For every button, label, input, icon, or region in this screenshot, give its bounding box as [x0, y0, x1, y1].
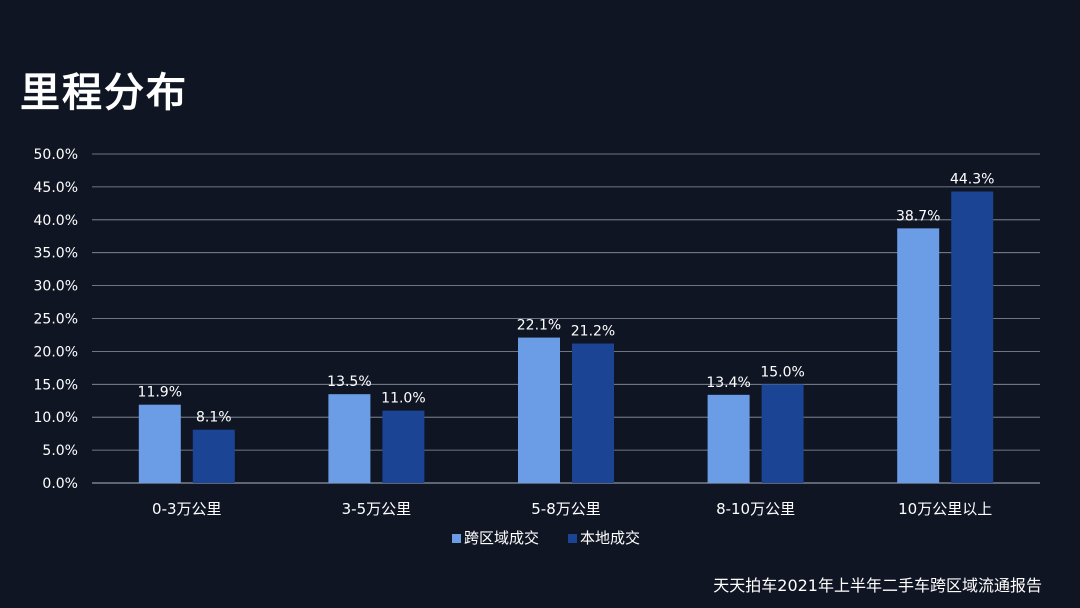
y-tick-label: 15.0%	[34, 377, 78, 393]
x-category-label: 3-5万公里	[342, 500, 412, 518]
bar	[138, 404, 181, 483]
bars	[138, 191, 994, 484]
legend-label: 本地成交	[580, 529, 640, 547]
source-note: 天天拍车2021年上半年二手车跨区域流通报告	[713, 576, 1042, 595]
y-tick-label: 0.0%	[42, 476, 78, 492]
bar	[707, 394, 750, 483]
bar	[382, 410, 425, 483]
bar	[518, 337, 560, 483]
y-tick-label: 10.0%	[34, 410, 78, 426]
page-title: 里程分布	[20, 70, 188, 116]
data-label: 21.2%	[571, 324, 615, 340]
data-label: 15.0%	[760, 364, 804, 380]
bar	[328, 394, 371, 483]
data-label: 13.4%	[706, 375, 750, 391]
y-tick-label: 20.0%	[34, 344, 78, 360]
x-category-label: 10万公里以上	[898, 500, 992, 518]
bar	[761, 384, 804, 483]
x-axis-categories: 0-3万公里 3-5万公里 5-8万公里 8-10万公里 10万公里以上	[152, 500, 992, 518]
y-tick-label: 25.0%	[34, 312, 78, 328]
legend-swatch	[452, 534, 461, 543]
y-axis-ticks: 0.0% 5.0% 10.0% 15.0% 20.0% 25.0% 30.0% 35.0% 40…	[34, 147, 78, 492]
bar	[192, 429, 235, 483]
legend: 跨区域成交 本地成交	[452, 529, 640, 547]
data-label: 13.5%	[327, 374, 371, 390]
data-label: 44.3%	[950, 172, 994, 188]
data-labels: 11.9% 8.1% 13.5% 11.0% 22.1% 21.2% 13.4% 15.0% 3…	[138, 172, 995, 426]
y-tick-label: 30.0%	[34, 279, 78, 295]
legend-swatch	[568, 534, 577, 543]
y-tick-label: 5.0%	[42, 443, 78, 459]
y-tick-label: 45.0%	[34, 180, 78, 196]
y-tick-label: 50.0%	[34, 147, 78, 163]
y-tick-label: 40.0%	[34, 213, 78, 229]
legend-label: 跨区域成交	[464, 529, 539, 547]
bar	[572, 343, 614, 483]
x-category-label: 5-8万公里	[531, 500, 601, 518]
x-category-label: 8-10万公里	[716, 500, 795, 518]
data-label: 11.9%	[138, 385, 182, 401]
data-label: 22.1%	[517, 318, 561, 334]
bar	[897, 228, 940, 483]
data-label: 8.1%	[196, 410, 232, 426]
x-category-label: 0-3万公里	[152, 500, 222, 518]
y-tick-label: 35.0%	[34, 246, 78, 262]
data-label: 38.7%	[896, 208, 940, 224]
bar	[951, 191, 994, 484]
grid-lines	[92, 153, 1040, 484]
data-label: 11.0%	[381, 391, 425, 407]
